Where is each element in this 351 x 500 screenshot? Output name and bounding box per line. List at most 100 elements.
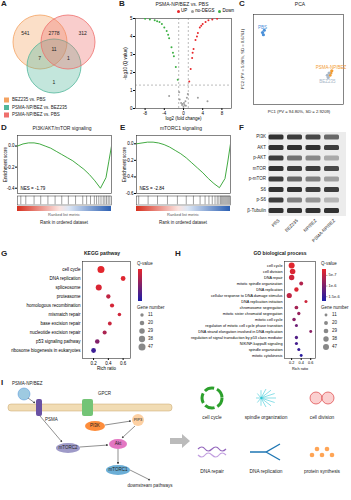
svg-text:Akt: Akt [115,441,122,446]
svg-text:p-mTOR: p-mTOR [249,176,267,181]
svg-text:mitotic cell cycle: mitotic cell cycle [255,318,282,322]
svg-text:11: 11 [51,46,56,52]
svg-text:β-Tubulin: β-Tubulin [247,208,266,213]
svg-text:Rich ratio: Rich ratio [292,367,308,371]
svg-text:homologous recombination: homologous recombination [26,303,81,308]
svg-text:-0.4: -0.4 [7,186,15,191]
svg-text:NES = -2.84: NES = -2.84 [140,186,165,191]
svg-text:mTORC1: mTORC1 [109,467,128,472]
svg-text:PSMA-NP/BEZ vs. PBS: PSMA-NP/BEZ vs. PBS [12,112,60,117]
svg-text:20: 20 [148,320,154,325]
svg-text:spindle organization: spindle organization [249,348,283,352]
svg-text:PSMA: PSMA [45,417,58,422]
svg-text:5: 5 [130,16,133,21]
svg-text:log2 (fold change): log2 (fold change) [165,116,202,121]
svg-text:mTOR: mTOR [253,166,267,171]
svg-text:spindle organization: spindle organization [245,415,288,420]
svg-text:BEZ235 vs. PBS: BEZ235 vs. PBS [12,97,46,102]
svg-text:p-S6: p-S6 [256,197,266,202]
svg-text:base excision repair: base excision repair [40,321,81,326]
svg-text:7: 7 [38,55,41,61]
svg-text:p-AKT: p-AKT [253,155,266,160]
svg-text:1.5e-6: 1.5e-6 [329,294,341,299]
svg-text:mitotic cytokinesis: mitotic cytokinesis [252,354,283,358]
svg-text:1: 1 [67,55,70,61]
svg-text:1: 1 [130,88,133,93]
svg-text:312: 312 [79,30,88,36]
svg-text:20: 20 [332,320,338,325]
svg-text:0.6: 0.6 [308,361,313,365]
svg-text:BEZ235: BEZ235 [319,79,336,84]
svg-text:protein synthesis: protein synthesis [304,469,341,474]
svg-text:AKT: AKT [257,145,266,150]
svg-text:3: 3 [130,52,133,57]
svg-text:cell division: cell division [263,270,282,274]
svg-text:proteasome: proteasome [57,294,81,299]
svg-text:Q-value: Q-value [321,261,337,266]
svg-text:mitotic sister chromatid segre: mitotic sister chromatid segregation [223,312,283,316]
svg-text:mTORC2: mTORC2 [59,445,78,450]
svg-text:cell cycle: cell cycle [267,264,282,268]
svg-text:DNA repair: DNA repair [264,276,283,280]
svg-text:Enrichment score: Enrichment score [3,146,8,182]
svg-text:nucleotide excision repair: nucleotide excision repair [30,330,81,335]
svg-text:PSMA-NP/BEZ: PSMA-NP/BEZ [311,218,336,243]
svg-text:PBS: PBS [271,218,281,228]
svg-text:-0.2: -0.2 [126,158,134,163]
svg-text:Gene number: Gene number [137,305,165,310]
svg-text:38: 38 [332,336,338,341]
svg-text:0.2: 0.2 [289,361,294,365]
svg-text:NIK/NF-kappaB signaling: NIK/NF-kappaB signaling [240,342,283,346]
svg-text:1e-6: 1e-6 [329,283,338,288]
svg-text:PSMA-NP/BEZ: PSMA-NP/BEZ [12,381,43,386]
svg-text:cell division: cell division [310,415,335,420]
svg-text:regulation of mitotic cell cyc: regulation of mitotic cell cycle phase t… [205,324,282,328]
svg-text:DNA replication: DNA replication [49,276,81,281]
svg-text:47: 47 [148,344,154,349]
svg-text:GPCR: GPCR [98,391,112,396]
svg-text:1: 1 [53,79,56,85]
svg-text:DNA replication initiation: DNA replication initiation [241,300,282,304]
svg-text:-0.4: -0.4 [126,174,134,179]
svg-text:PI3K: PI3K [90,423,100,428]
svg-text:DNA strand elongation involved: DNA strand elongation involved in DNA re… [198,330,282,334]
svg-text:S6: S6 [260,187,266,192]
svg-text:0.0: 0.0 [8,143,15,148]
svg-text:downstream pathways: downstream pathways [128,483,174,488]
svg-text:DNA replication: DNA replication [256,288,282,292]
svg-text:-0.2: -0.2 [7,165,15,170]
svg-text:2778: 2778 [48,30,59,36]
svg-text:Q-value: Q-value [137,261,153,266]
svg-text:NP/BEZ: NP/BEZ [303,218,318,233]
svg-text:PIP3: PIP3 [134,417,143,422]
svg-text:BEZ235: BEZ235 [284,218,299,233]
svg-text:5e-7: 5e-7 [329,272,338,277]
svg-text:-log10 (Q value): -log10 (Q value) [123,47,128,80]
svg-text:mitotic spindle organization: mitotic spindle organization [237,282,283,286]
svg-text:cellular response to DNA damag: cellular response to DNA damage stimulus [211,294,283,298]
svg-text:spliceosome: spliceosome [55,285,81,290]
svg-text:0.4: 0.4 [299,361,304,365]
svg-text:Gene number: Gene number [321,305,349,310]
svg-text:2: 2 [130,70,133,75]
svg-text:p53 signaling pathway: p53 signaling pathway [36,339,81,344]
svg-text:11: 11 [332,312,337,317]
svg-text:0.0: 0.0 [127,141,134,146]
svg-text:-0.6: -0.6 [126,191,134,196]
svg-text:PSMA-NP/BEZ vs. BEZ235: PSMA-NP/BEZ vs. BEZ235 [12,105,68,110]
svg-text:NES = -1.79: NES = -1.79 [21,186,46,191]
svg-text:DNA replication: DNA replication [249,469,282,474]
svg-text:38: 38 [148,336,154,341]
svg-text:PI3K: PI3K [256,134,266,139]
svg-text:541: 541 [21,30,30,36]
svg-text:0: 0 [130,106,133,111]
svg-text:DNA repair: DNA repair [200,469,224,474]
svg-text:4: 4 [130,34,133,39]
svg-text:regulation of signal transduct: regulation of signal transduction by p53… [191,336,283,340]
svg-text:ribosome biogenesis in eukaryo: ribosome biogenesis in eukaryotes [11,348,81,353]
svg-text:mismatch repair: mismatch repair [48,312,81,317]
svg-text:-8: -8 [143,111,147,116]
svg-text:Rich ratio: Rich ratio [97,366,117,371]
svg-text:47: 47 [332,344,338,349]
svg-text:4: 4 [201,111,204,116]
